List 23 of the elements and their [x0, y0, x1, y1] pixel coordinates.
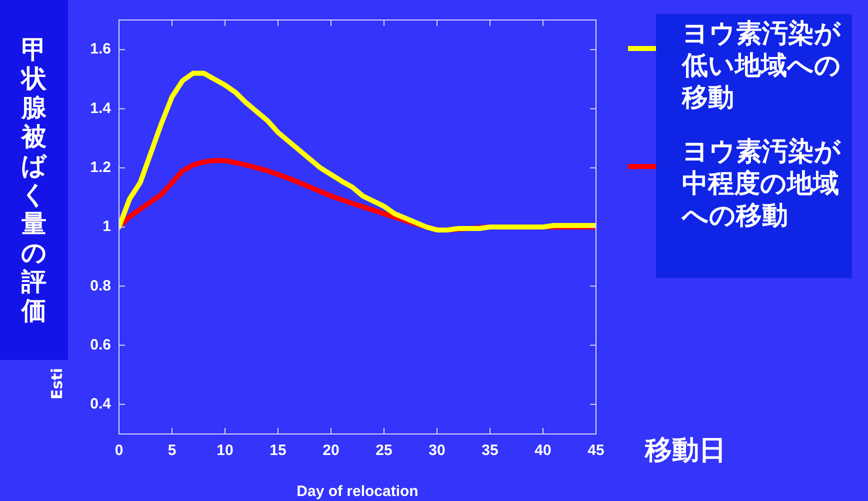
x-tick-label: 5 [168, 442, 176, 460]
y-tick-label: 0.8 [90, 277, 111, 294]
x-tick-label: 15 [270, 442, 286, 460]
text: 甲状腺被ばく量の評価 [21, 35, 47, 325]
x-tick-label: 20 [322, 442, 340, 460]
x-tick-label: 25 [376, 442, 392, 460]
legend-label: ヨウ素汚染が中程度の地域への移動 [682, 137, 841, 231]
y-tick-label: 1.4 [90, 100, 112, 117]
x-tick-label: 40 [534, 442, 552, 460]
x-axis-title: Day of relocation [296, 483, 418, 500]
x-tick-label: 0 [114, 442, 124, 460]
x-tick-label: 10 [216, 442, 234, 460]
y-tick-label: 0.4 [90, 396, 112, 413]
text: Esti [48, 368, 66, 400]
y-tick-label: 1 [102, 218, 111, 236]
y-tick-label: 1.2 [90, 159, 111, 176]
y-tick-label: 0.6 [90, 336, 111, 354]
legend-label: ヨウ素汚染が低い地域への移動 [682, 19, 841, 113]
text: 移動日 [645, 434, 726, 468]
y-tick-label: 1.6 [90, 40, 111, 58]
x-tick-label: 45 [588, 442, 604, 460]
x-tick-label: 30 [428, 442, 446, 460]
x-tick-label: 35 [482, 442, 498, 460]
